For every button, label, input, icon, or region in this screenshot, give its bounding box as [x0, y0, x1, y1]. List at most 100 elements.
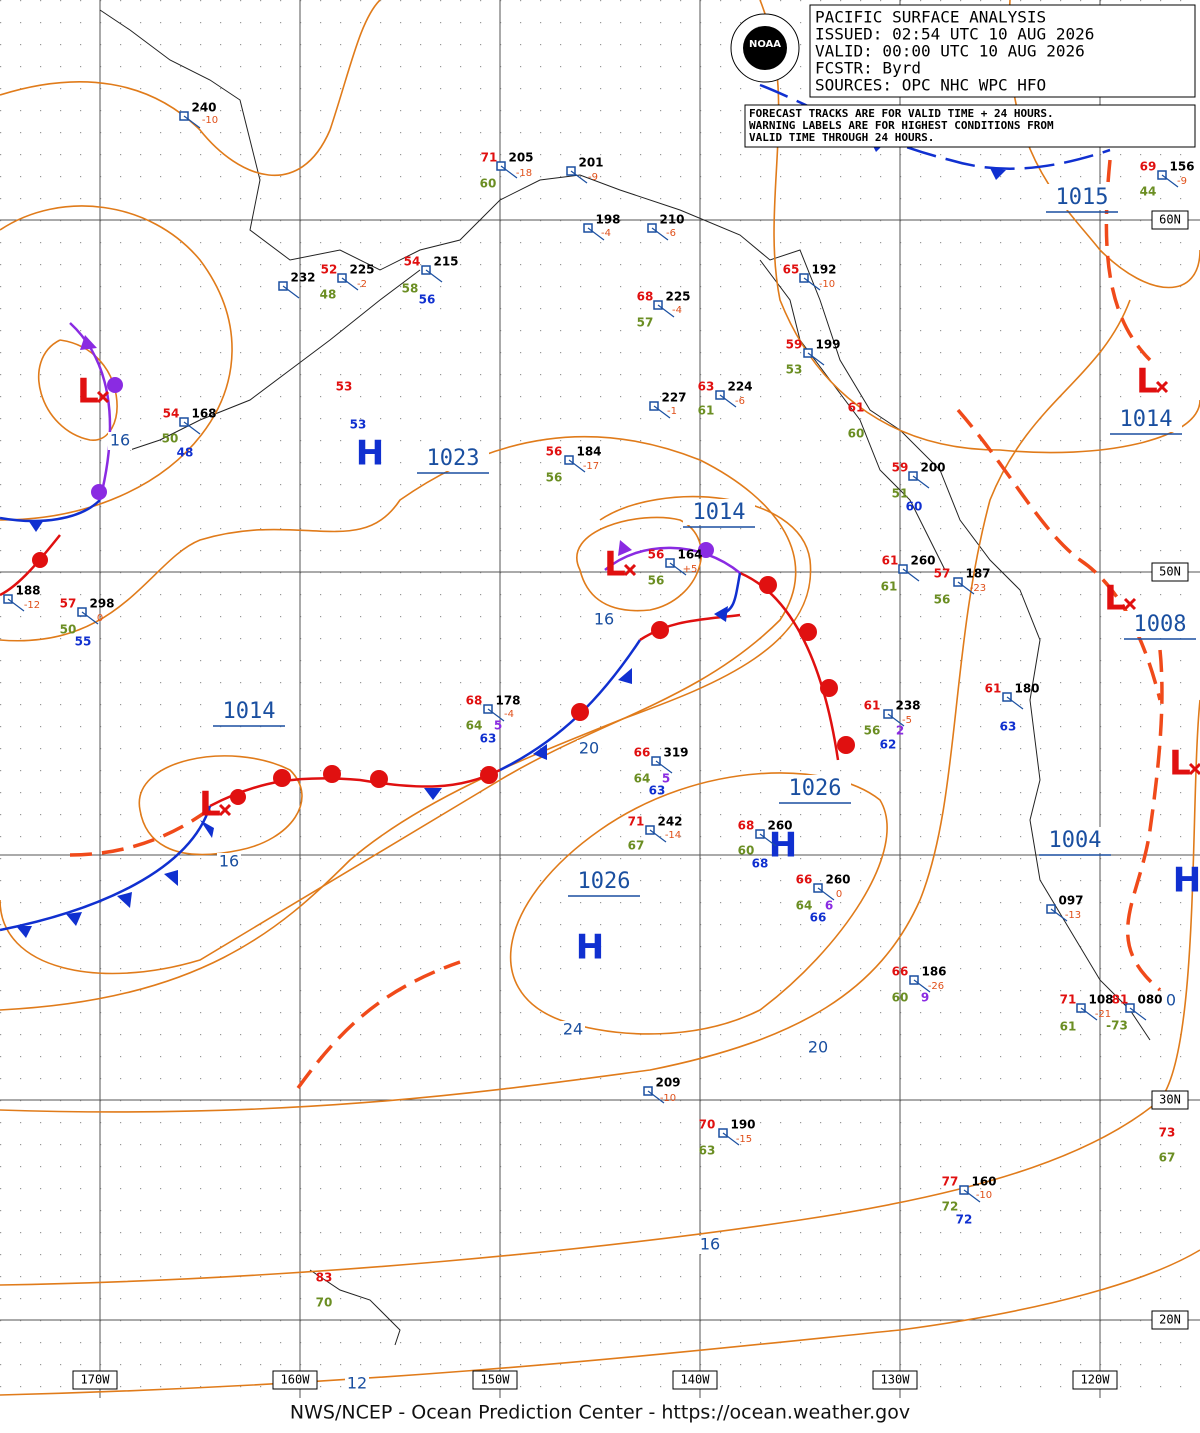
station-temperature: 63	[698, 380, 715, 394]
wind-barb	[649, 829, 667, 843]
station-sea-temperature: 55	[75, 635, 92, 649]
station-tendency: -9	[1177, 176, 1187, 187]
station-temperature: 61	[864, 699, 881, 713]
header-box	[809, 4, 1196, 98]
lat-label: 30N	[1159, 1093, 1181, 1107]
station-pressure: 188	[15, 584, 40, 598]
station-dewpoint: 61	[1060, 1020, 1077, 1034]
station-sea-temperature: 60	[906, 500, 923, 514]
station-dewpoint: 56	[648, 574, 665, 588]
label-bg	[108, 432, 132, 450]
center-pressure: 1014	[1120, 407, 1173, 432]
wind-barb	[183, 115, 201, 129]
station-dewpoint: 63	[699, 1144, 716, 1158]
station-temperature: 71	[481, 151, 498, 165]
pressure-bg	[568, 868, 640, 894]
station-tendency: 0	[836, 889, 842, 900]
station-pressure: 190	[730, 1118, 755, 1132]
station-pressure: 209	[655, 1076, 680, 1090]
station-dewpoint: 61	[881, 580, 898, 594]
wind-barb	[817, 887, 835, 901]
isobar-label: 16	[219, 852, 239, 871]
low-center: L	[77, 372, 99, 412]
station-dewpoint: 58	[402, 282, 419, 296]
low-x	[1123, 597, 1137, 611]
station-dewpoint: 72	[942, 1200, 959, 1214]
station-pressure: 097	[1058, 894, 1083, 908]
lat-box	[1151, 210, 1189, 230]
station-dewpoint: 60	[480, 177, 497, 191]
station-pressure: 199	[815, 338, 840, 352]
station-temperature: 61	[882, 554, 899, 568]
station-pressure: 215	[433, 255, 458, 269]
wind-barb	[651, 227, 669, 241]
pressure-bg	[1046, 184, 1118, 210]
station-temperature: 65	[783, 263, 800, 277]
pressure-bg	[1124, 611, 1196, 637]
wind-barb	[669, 562, 687, 576]
station-tendency: -26	[928, 981, 944, 992]
lat-box	[1151, 1090, 1189, 1110]
lon-box	[272, 1370, 318, 1390]
station-tendency: -10	[819, 279, 835, 290]
lon-label: 150W	[481, 1373, 511, 1387]
station-tendency: -10	[202, 115, 218, 126]
wind-barb	[81, 611, 99, 625]
station-pressure: 187	[965, 567, 990, 581]
station-pressure: 180	[1014, 682, 1039, 696]
center-pressure: 1023	[427, 446, 480, 471]
station-wave-height: 5	[662, 772, 670, 786]
noaa-logo-inner	[743, 26, 787, 70]
wind-barb	[568, 459, 586, 473]
station-pressure: 238	[895, 699, 920, 713]
cold-front-symbols	[16, 140, 1006, 938]
station-pressure: 200	[920, 461, 945, 475]
header-line: PACIFIC SURFACE ANALYSIS	[815, 8, 1046, 27]
station-temperature: 66	[634, 746, 651, 760]
center-pressure: 1004	[1049, 828, 1102, 853]
station-tendency: -10	[976, 1190, 992, 1201]
station-dewpoint: 64	[466, 719, 483, 733]
lat-box	[1151, 562, 1189, 582]
station-dewpoint: -73	[1106, 1019, 1128, 1033]
station-pressure: 319	[663, 746, 688, 760]
station-sea-temperature: 56	[419, 293, 436, 307]
station-temperature: 59	[786, 338, 803, 352]
label-bg	[698, 1236, 722, 1254]
station-dewpoint: 50	[162, 432, 179, 446]
station-dewpoint: 70	[316, 1296, 333, 1310]
station-wave-height: 5	[494, 719, 502, 733]
station-temperature: 66	[796, 873, 813, 887]
station-temperature: 68	[466, 694, 483, 708]
station-dewpoint: 56	[546, 471, 563, 485]
pressure-bg	[1039, 827, 1111, 853]
station-pressure: 242	[657, 815, 682, 829]
wind-barb	[7, 598, 25, 612]
station-pressure: 192	[811, 263, 836, 277]
wind-barb	[803, 277, 821, 291]
station-wave-height: 6	[825, 899, 833, 913]
lon-label: 130W	[881, 1373, 911, 1387]
station-pressure: 178	[495, 694, 520, 708]
station-tendency: -2	[357, 279, 367, 290]
note-box	[744, 104, 1196, 148]
isobar-label: 16	[594, 610, 614, 629]
station-pressure: 224	[727, 380, 752, 394]
station-tendency: -21	[1095, 1009, 1111, 1020]
isobars	[0, 0, 1200, 1396]
station-dewpoint: 60	[892, 991, 909, 1005]
wind-barb	[1050, 908, 1068, 922]
station-pressure: 227	[661, 391, 686, 405]
lon-label: 160W	[281, 1373, 311, 1387]
station-tendency: -14	[665, 830, 681, 841]
center-pressure: 1008	[1134, 612, 1187, 637]
low-x	[1155, 380, 1169, 394]
station-dewpoint: 50	[60, 623, 77, 637]
graticule	[0, 0, 1200, 1398]
station-temperature: 68	[637, 290, 654, 304]
station-dewpoint: 56	[934, 593, 951, 607]
station-pressure: 225	[349, 263, 374, 277]
station-temperature: 56	[648, 548, 665, 562]
center-pressure: 1026	[789, 776, 842, 801]
station-pressure: 198	[595, 213, 620, 227]
